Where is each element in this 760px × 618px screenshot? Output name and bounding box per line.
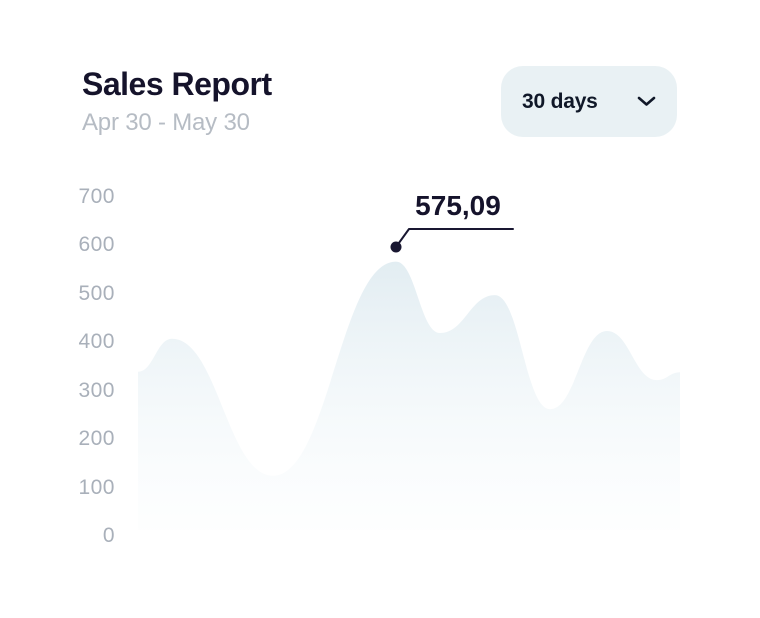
y-tick-label: 600 (78, 233, 115, 257)
period-dropdown[interactable]: 30 days (501, 66, 677, 137)
page-title: Sales Report (82, 66, 272, 102)
y-tick-label: 700 (78, 185, 115, 208)
y-axis: 700 600 500 400 300 200 100 0 (55, 185, 115, 548)
y-tick-label: 500 (78, 281, 115, 305)
sales-area-path (138, 261, 680, 530)
y-tick-label: 0 (102, 523, 115, 547)
annotation-callout-line (395, 228, 514, 248)
y-tick-label: 200 (78, 427, 115, 451)
y-tick-label: 300 (78, 378, 115, 402)
y-tick-label: 100 (78, 475, 115, 499)
date-range-subtitle: Apr 30 - May 30 (82, 109, 250, 136)
y-tick-label: 400 (78, 330, 115, 354)
data-point-dot[interactable] (390, 241, 402, 253)
period-dropdown-label: 30 days (522, 89, 598, 113)
chevron-down-icon (637, 96, 656, 106)
annotation-value: 575,09 (415, 190, 501, 221)
